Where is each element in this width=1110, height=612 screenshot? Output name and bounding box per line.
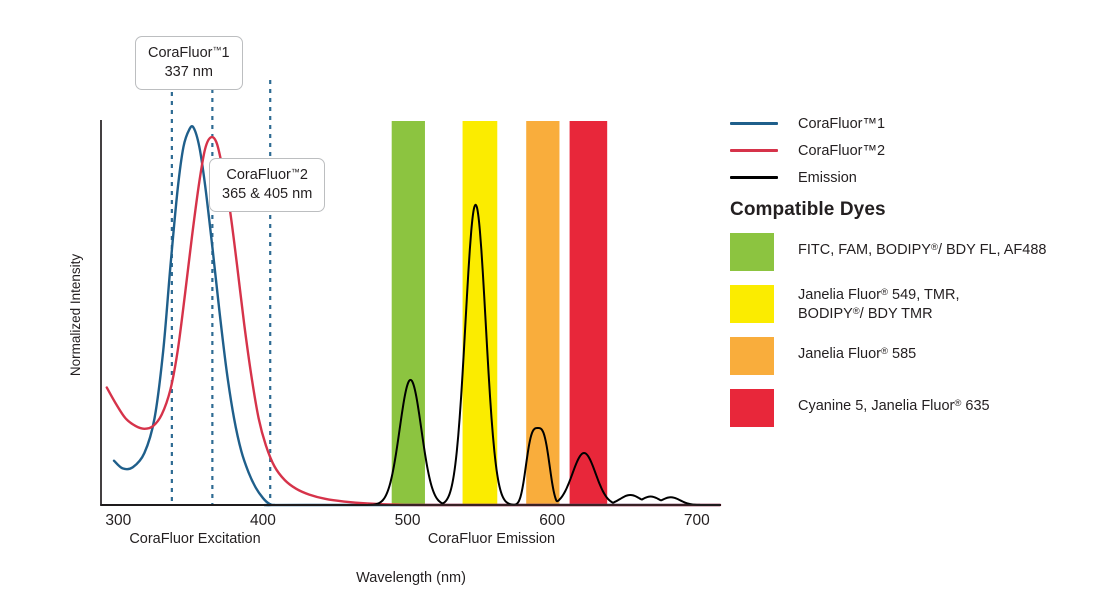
- x-tick-label-600: 600: [539, 512, 565, 529]
- legend-row-0: CoraFluor™1: [730, 110, 1110, 137]
- spectra-plot: 300 400 500 600 700 CoraFluor Excitation Cora…: [68, 80, 722, 586]
- compatible-dyes-list: FITC, FAM, BODIPY®/ BDY FL, AF488 Janelia…: [730, 233, 1110, 441]
- trademark-icon: ™: [212, 44, 222, 55]
- x-tick-label-400: 400: [250, 512, 276, 529]
- trademark-icon: ™: [290, 166, 300, 177]
- callout-corafluor1: CoraFluor™1 337 nm: [135, 36, 243, 91]
- callout-corafluor2-line1: CoraFluor™2: [222, 166, 312, 185]
- legend-line-swatch: [730, 122, 778, 125]
- callout-corafluor1-line2: 337 nm: [164, 63, 213, 80]
- callout-corafluor2-line2: 365 & 405 nm: [222, 185, 313, 202]
- legend-label: Emission: [798, 169, 857, 186]
- dye-label-line-0: Janelia Fluor® 549, TMR,: [798, 287, 960, 303]
- dye-row-0: FITC, FAM, BODIPY®/ BDY FL, AF488: [730, 233, 1110, 285]
- axis-caption-emission: CoraFluor Emission: [428, 531, 555, 547]
- legend-row-2: Emission: [730, 164, 1110, 191]
- legend-row-1: CoraFluor™2: [730, 137, 1110, 164]
- dye-row-2: Janelia Fluor® 585: [730, 337, 1110, 389]
- x-axis-tick-labels: 300 400 500 600 700: [105, 512, 710, 529]
- registered-trademark-icon: ®: [881, 287, 889, 299]
- dye-row-1: Janelia Fluor® 549, TMR, BODIPY®/ BDY TMR: [730, 285, 1110, 337]
- plot-axes: [100, 120, 720, 506]
- dye-label-line-0: Cyanine 5, Janelia Fluor® 635: [798, 398, 990, 414]
- emission-bands: [391, 121, 608, 505]
- dye-label-line-1: BODIPY®/ BDY TMR: [798, 306, 933, 323]
- registered-trademark-icon: ®: [954, 398, 962, 410]
- dye-label: Janelia Fluor® 549, TMR, BODIPY®/ BDY TMR: [798, 285, 959, 325]
- dye-label: Janelia Fluor® 585: [798, 337, 916, 364]
- compatible-dyes-heading: Compatible Dyes: [730, 199, 886, 220]
- callout-corafluor1-brand: CoraFluor: [148, 45, 213, 61]
- legend-line-swatch: [730, 149, 778, 152]
- dye-color-swatch: [730, 233, 774, 271]
- registered-trademark-icon: ®: [852, 306, 860, 318]
- axis-range-captions: CoraFluor Excitation CoraFluor Emission: [129, 531, 555, 547]
- callout-corafluor2-number: 2: [299, 167, 308, 183]
- x-tick-label-300: 300: [105, 512, 131, 529]
- right-panel: CoraFluor™1 CoraFluor™2 Emission Compatibl…: [730, 0, 1110, 612]
- legend-line-swatch: [730, 176, 778, 179]
- registered-trademark-icon: ®: [881, 346, 889, 358]
- x-tick-label-700: 700: [684, 512, 710, 529]
- callout-corafluor1-line1: CoraFluor™1: [148, 44, 230, 63]
- dye-label-line-0: Janelia Fluor® 585: [798, 346, 917, 362]
- legend-label: CoraFluor™2: [798, 142, 886, 159]
- callout-corafluor1-number: 1: [221, 45, 230, 61]
- dye-color-swatch: [730, 389, 774, 427]
- dye-color-swatch: [730, 285, 774, 323]
- x-tick-label-500: 500: [395, 512, 421, 529]
- callout-corafluor2-brand: CoraFluor: [226, 167, 291, 183]
- dye-label: FITC, FAM, BODIPY®/ BDY FL, AF488: [798, 233, 1046, 260]
- dye-color-swatch: [730, 337, 774, 375]
- excitation-marker-lines: [170, 80, 272, 505]
- axis-caption-excitation: CoraFluor Excitation: [129, 531, 260, 547]
- chart-area: 300 400 500 600 700 CoraFluor Excitation Cora…: [68, 36, 722, 586]
- dye-row-3: Cyanine 5, Janelia Fluor® 635: [730, 389, 1110, 441]
- series-legend: CoraFluor™1 CoraFluor™2 Emission: [730, 110, 1110, 191]
- dye-label-line-0: FITC, FAM, BODIPY®/ BDY FL, AF488: [798, 242, 1047, 258]
- dye-label: Cyanine 5, Janelia Fluor® 635: [798, 389, 990, 416]
- y-axis-title: Normalized Intensity: [68, 254, 83, 377]
- legend-label: CoraFluor™1: [798, 115, 886, 132]
- callout-corafluor2: CoraFluor™2 365 & 405 nm: [209, 158, 326, 213]
- x-axis-title: Wavelength (nm): [356, 570, 466, 586]
- registered-trademark-icon: ®: [930, 242, 938, 254]
- red-band: [569, 121, 608, 505]
- yellow-band: [462, 121, 498, 505]
- orange-band: [526, 121, 560, 505]
